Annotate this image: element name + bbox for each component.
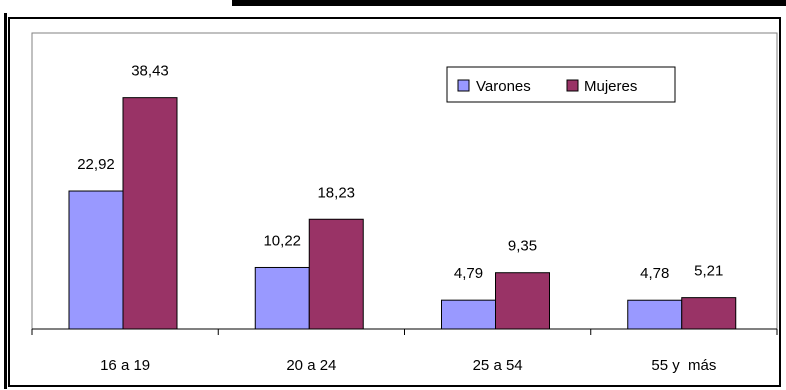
bars-layer [68,97,737,330]
legend-label-mujeres: Mujeres [584,78,637,95]
legend-label-varones: Varones [476,78,531,95]
bar-mujeres [122,97,178,330]
bar-varones [68,190,124,330]
bar-mujeres [308,218,364,330]
legend-swatch-varones [457,79,470,92]
data-label-varones: 4,78 [640,265,669,282]
bar-varones [254,266,310,330]
frame-shadow-left [4,13,7,389]
bar-mujeres [495,272,550,330]
legend-box [446,66,676,103]
x-tick-label: 55 y más [651,357,716,374]
data-label-mujeres: 5,21 [694,263,723,280]
data-label-varones: 10,22 [263,232,301,249]
bar-mujeres [681,297,737,330]
data-label-varones: 22,92 [77,156,115,173]
x-tick-label: 16 a 19 [100,357,150,374]
x-labels-layer: 16 a 19 20 a 24 25 a 54 55 y más [100,357,716,374]
x-tick-label: 25 a 54 [473,357,523,374]
x-ticks-layer [31,329,778,335]
title-strip [0,0,786,6]
data-label-mujeres: 18,23 [317,184,355,201]
legend-swatch-mujeres [566,79,579,92]
data-label-mujeres: 9,35 [508,238,537,255]
data-label-varones: 4,79 [454,265,483,282]
legend: Varones Mujeres [446,66,676,103]
data-label-mujeres: 38,43 [131,63,169,80]
bar-varones [441,299,496,330]
title-strip-gap [0,0,232,6]
bar-varones [627,299,683,330]
x-tick-label: 20 a 24 [286,357,336,374]
data-labels-layer: 22,92 38,43 10,22 18,23 4,79 9,35 4,78 5,21 [77,63,723,283]
